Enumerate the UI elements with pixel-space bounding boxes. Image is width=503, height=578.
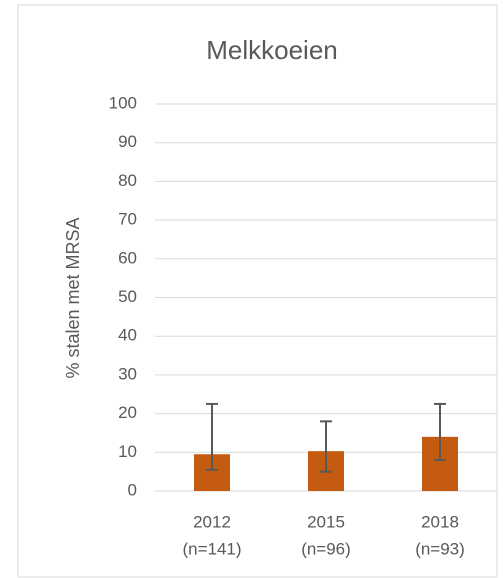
x-tick-label: 2012 bbox=[193, 512, 231, 531]
y-tick-label: 100 bbox=[109, 93, 137, 112]
y-tick-label: 80 bbox=[118, 171, 137, 190]
y-tick-label: 10 bbox=[118, 442, 137, 461]
x-tick-label: (n=141) bbox=[182, 539, 241, 558]
y-tick-label: 0 bbox=[128, 480, 137, 499]
x-tick-label: (n=96) bbox=[301, 539, 351, 558]
x-tick-label: 2018 bbox=[421, 512, 459, 531]
y-tick-label: 50 bbox=[118, 287, 137, 306]
y-tick-label: 30 bbox=[118, 364, 137, 383]
y-tick-label: 40 bbox=[118, 326, 137, 345]
chart-frame bbox=[17, 4, 498, 578]
y-axis-label: % stalen met MRSA bbox=[63, 217, 83, 378]
y-tick-label: 20 bbox=[118, 403, 137, 422]
chart-title: Melkkoeien bbox=[206, 35, 338, 65]
y-tick-label: 60 bbox=[118, 248, 137, 267]
y-tick-label: 70 bbox=[118, 210, 137, 229]
x-tick-label: 2015 bbox=[307, 512, 345, 531]
y-tick-label: 90 bbox=[118, 132, 137, 151]
x-tick-label: (n=93) bbox=[415, 539, 465, 558]
